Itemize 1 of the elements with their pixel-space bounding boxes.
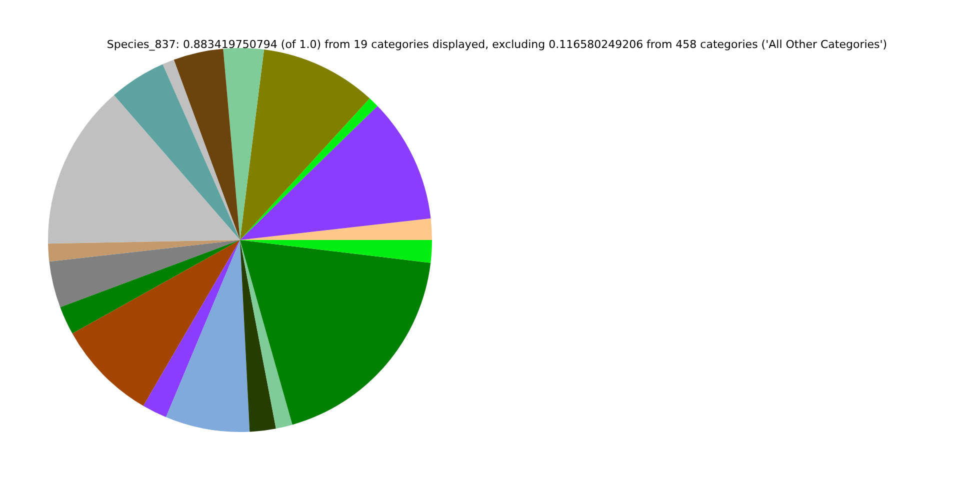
text: Species_837: 0.883419750794 (of 1.0) from 19 categories displayed, excluding 0.116580249206 from 458 categories ('All Other Categories') — [106, 38, 888, 51]
